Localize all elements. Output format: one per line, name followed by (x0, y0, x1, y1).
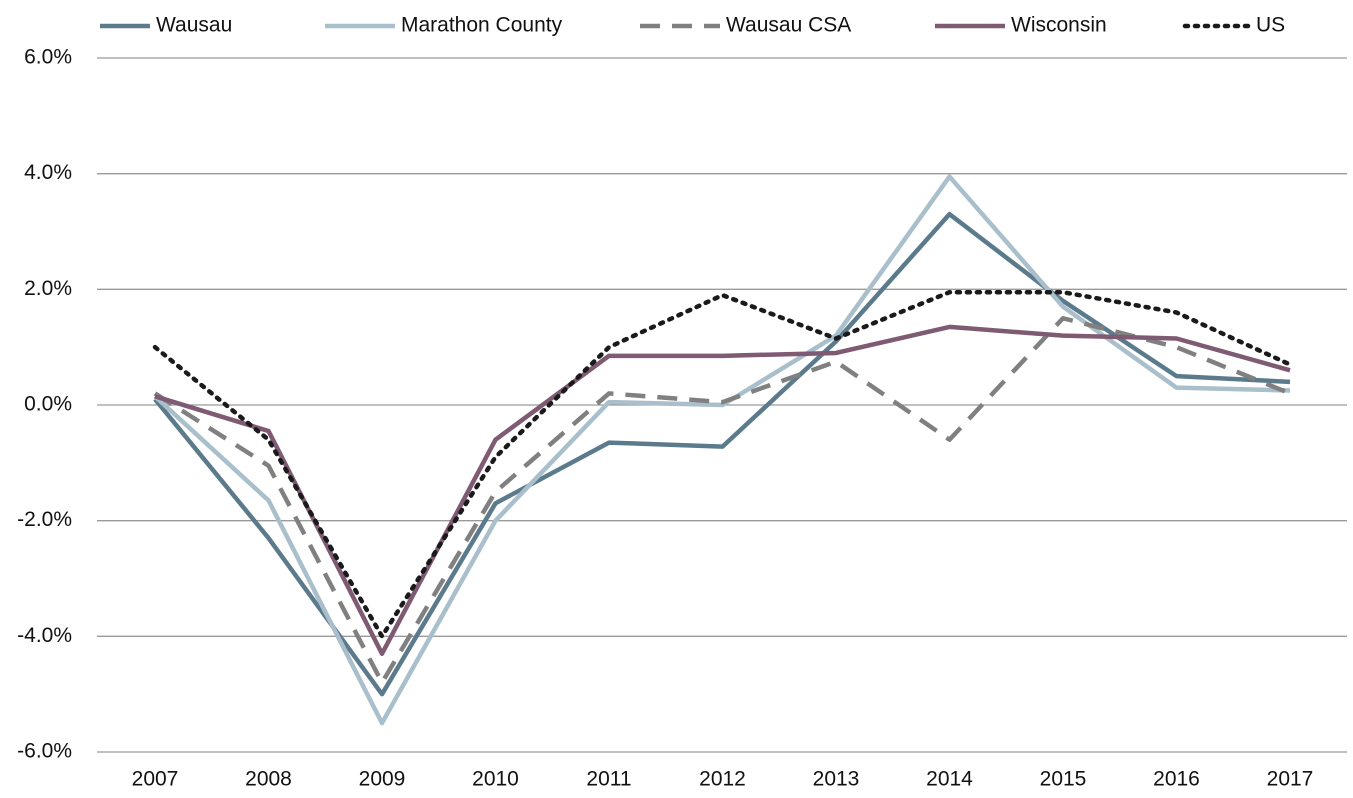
legend-label: Wisconsin (1011, 14, 1107, 37)
x-tick-label: 2012 (699, 768, 746, 791)
y-tick-label: 6.0% (24, 46, 72, 69)
x-tick-label: 2013 (813, 768, 860, 791)
legend-label: Marathon County (401, 14, 563, 37)
x-tick-label: 2007 (132, 768, 179, 791)
x-tick-label: 2009 (359, 768, 406, 791)
legend-label: US (1256, 14, 1285, 37)
x-tick-label: 2010 (472, 768, 519, 791)
x-tick-label: 2015 (1040, 768, 1087, 791)
series-line (153, 316, 1291, 685)
x-tick-label: 2011 (586, 768, 631, 791)
y-tick-label: 0.0% (24, 393, 72, 416)
y-tick-label: -4.0% (17, 624, 72, 647)
series-line (153, 174, 1291, 726)
x-tick-label: 2014 (926, 768, 973, 791)
y-tick-label: 4.0% (24, 161, 72, 184)
y-tick-label: -2.0% (17, 508, 72, 531)
series-line (153, 211, 1291, 697)
legend-label: Wausau (156, 14, 232, 37)
x-tick-label: 2017 (1267, 768, 1314, 791)
series-line (154, 324, 1291, 656)
y-tick-label: 2.0% (24, 277, 72, 300)
legend-label: Wausau CSA (726, 14, 851, 37)
series-line (152, 289, 1293, 639)
y-tick-label: -6.0% (17, 740, 72, 763)
x-tick-label: 2008 (245, 768, 292, 791)
x-tick-label: 2016 (1153, 768, 1200, 791)
